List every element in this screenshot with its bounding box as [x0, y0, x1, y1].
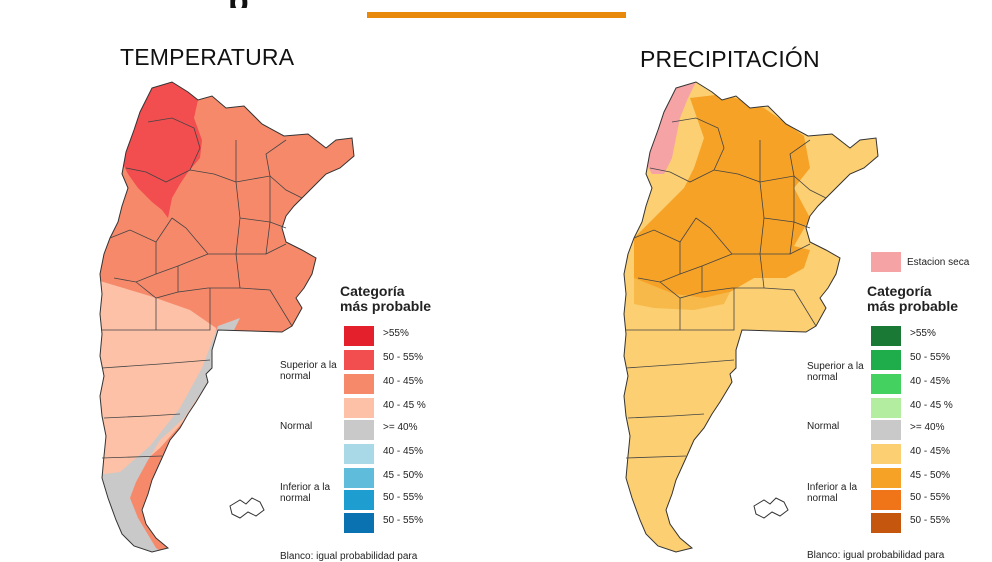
temp-group-above: Superior a la normal — [280, 360, 337, 382]
precip-legend-label-6: 40 - 45% — [910, 446, 951, 457]
temp-legend-swatch-6 — [344, 444, 374, 464]
temp-legend-swatch-2 — [344, 350, 374, 370]
precip-legend-footnote: Blanco: igual probabilidad para — [807, 550, 945, 561]
temp-group-below: Inferior a la normal — [280, 482, 331, 504]
temp-group-normal: Normal — [280, 421, 313, 432]
temperature-map-title: TEMPERATURA — [120, 44, 295, 70]
temp-legend-swatch-5 — [344, 420, 374, 440]
precip-legend-label-7: 45 - 50% — [910, 470, 951, 481]
temp-legend-label-6: 40 - 45% — [383, 446, 424, 457]
precip-legend-label-5: >= 40% — [910, 422, 945, 433]
precip-zone-45-50 — [634, 94, 810, 300]
precip-legend-swatch-9 — [871, 513, 901, 533]
precipitation-map — [623, 81, 879, 553]
precipitation-legend-title: Categoría más probable — [867, 283, 959, 314]
precip-malvinas-islands — [753, 497, 789, 519]
precip-legend-label-4: 40 - 45 % — [910, 400, 953, 411]
temp-legend-label-1: >55% — [383, 328, 409, 339]
precip-zone-dry-season — [646, 82, 696, 174]
precip-legend-swatch-1 — [871, 326, 901, 346]
temp-legend-label-5: >= 40% — [383, 422, 418, 433]
temp-legend-swatch-8 — [344, 490, 374, 510]
temp-legend-footnote: Blanco: igual probabilidad para — [280, 551, 418, 562]
precip-legend-label-9: 50 - 55% — [910, 515, 951, 526]
temperature-map — [99, 81, 355, 553]
temp-legend-swatch-1 — [344, 326, 374, 346]
precip-legend-label-3: 40 - 45% — [910, 376, 951, 387]
precip-map-outline — [623, 81, 879, 553]
temp-zone-light-south — [100, 278, 216, 478]
temp-legend-label-4: 40 - 45 % — [383, 400, 426, 411]
precip-legend-label-1: >55% — [910, 328, 936, 339]
temp-province-borders — [101, 117, 303, 459]
precip-legend-swatch-7 — [871, 468, 901, 488]
precip-legend-swatch-3 — [871, 374, 901, 394]
precip-legend-label-8: 50 - 55% — [910, 492, 951, 503]
temp-legend-swatch-9 — [344, 513, 374, 533]
title-fragment-glyph: p — [228, 0, 249, 8]
dry-season-swatch — [871, 252, 901, 272]
temp-legend-label-3: 40 - 45% — [383, 376, 424, 387]
temp-legend-label-9: 50 - 55% — [383, 515, 424, 526]
precip-legend-swatch-4 — [871, 398, 901, 418]
dry-season-label: Estacion seca — [907, 257, 970, 268]
precip-zone-light-south-border — [634, 278, 730, 310]
precip-legend-swatch-8 — [871, 490, 901, 510]
temp-map-outline — [99, 81, 355, 553]
temp-zone-normal-south — [100, 318, 240, 552]
temp-legend-label-2: 50 - 55% — [383, 352, 424, 363]
title-accent-bar — [367, 12, 626, 18]
temp-legend-swatch-7 — [344, 468, 374, 488]
svg-text:p: p — [228, 0, 249, 8]
precip-legend-label-2: 50 - 55% — [910, 352, 951, 363]
precip-legend-swatch-5 — [871, 420, 901, 440]
temp-legend-label-8: 50 - 55% — [383, 492, 424, 503]
temp-legend-swatch-4 — [344, 398, 374, 418]
precip-legend-swatch-2 — [871, 350, 901, 370]
precip-group-above: Superior a la normal — [807, 361, 864, 383]
precip-group-below: Inferior a la normal — [807, 482, 858, 504]
precip-province-borders — [625, 117, 827, 459]
precipitation-map-title: PRECIPITACIÓN — [640, 46, 820, 72]
temp-zone-high-northwest — [122, 82, 202, 218]
temp-legend-swatch-3 — [344, 374, 374, 394]
temp-malvinas-islands — [229, 497, 265, 519]
precip-legend-swatch-6 — [871, 444, 901, 464]
precip-group-normal: Normal — [807, 421, 840, 432]
temperature-legend-title: Categoría más probable — [340, 283, 432, 314]
temp-legend-label-7: 45 - 50% — [383, 470, 424, 481]
